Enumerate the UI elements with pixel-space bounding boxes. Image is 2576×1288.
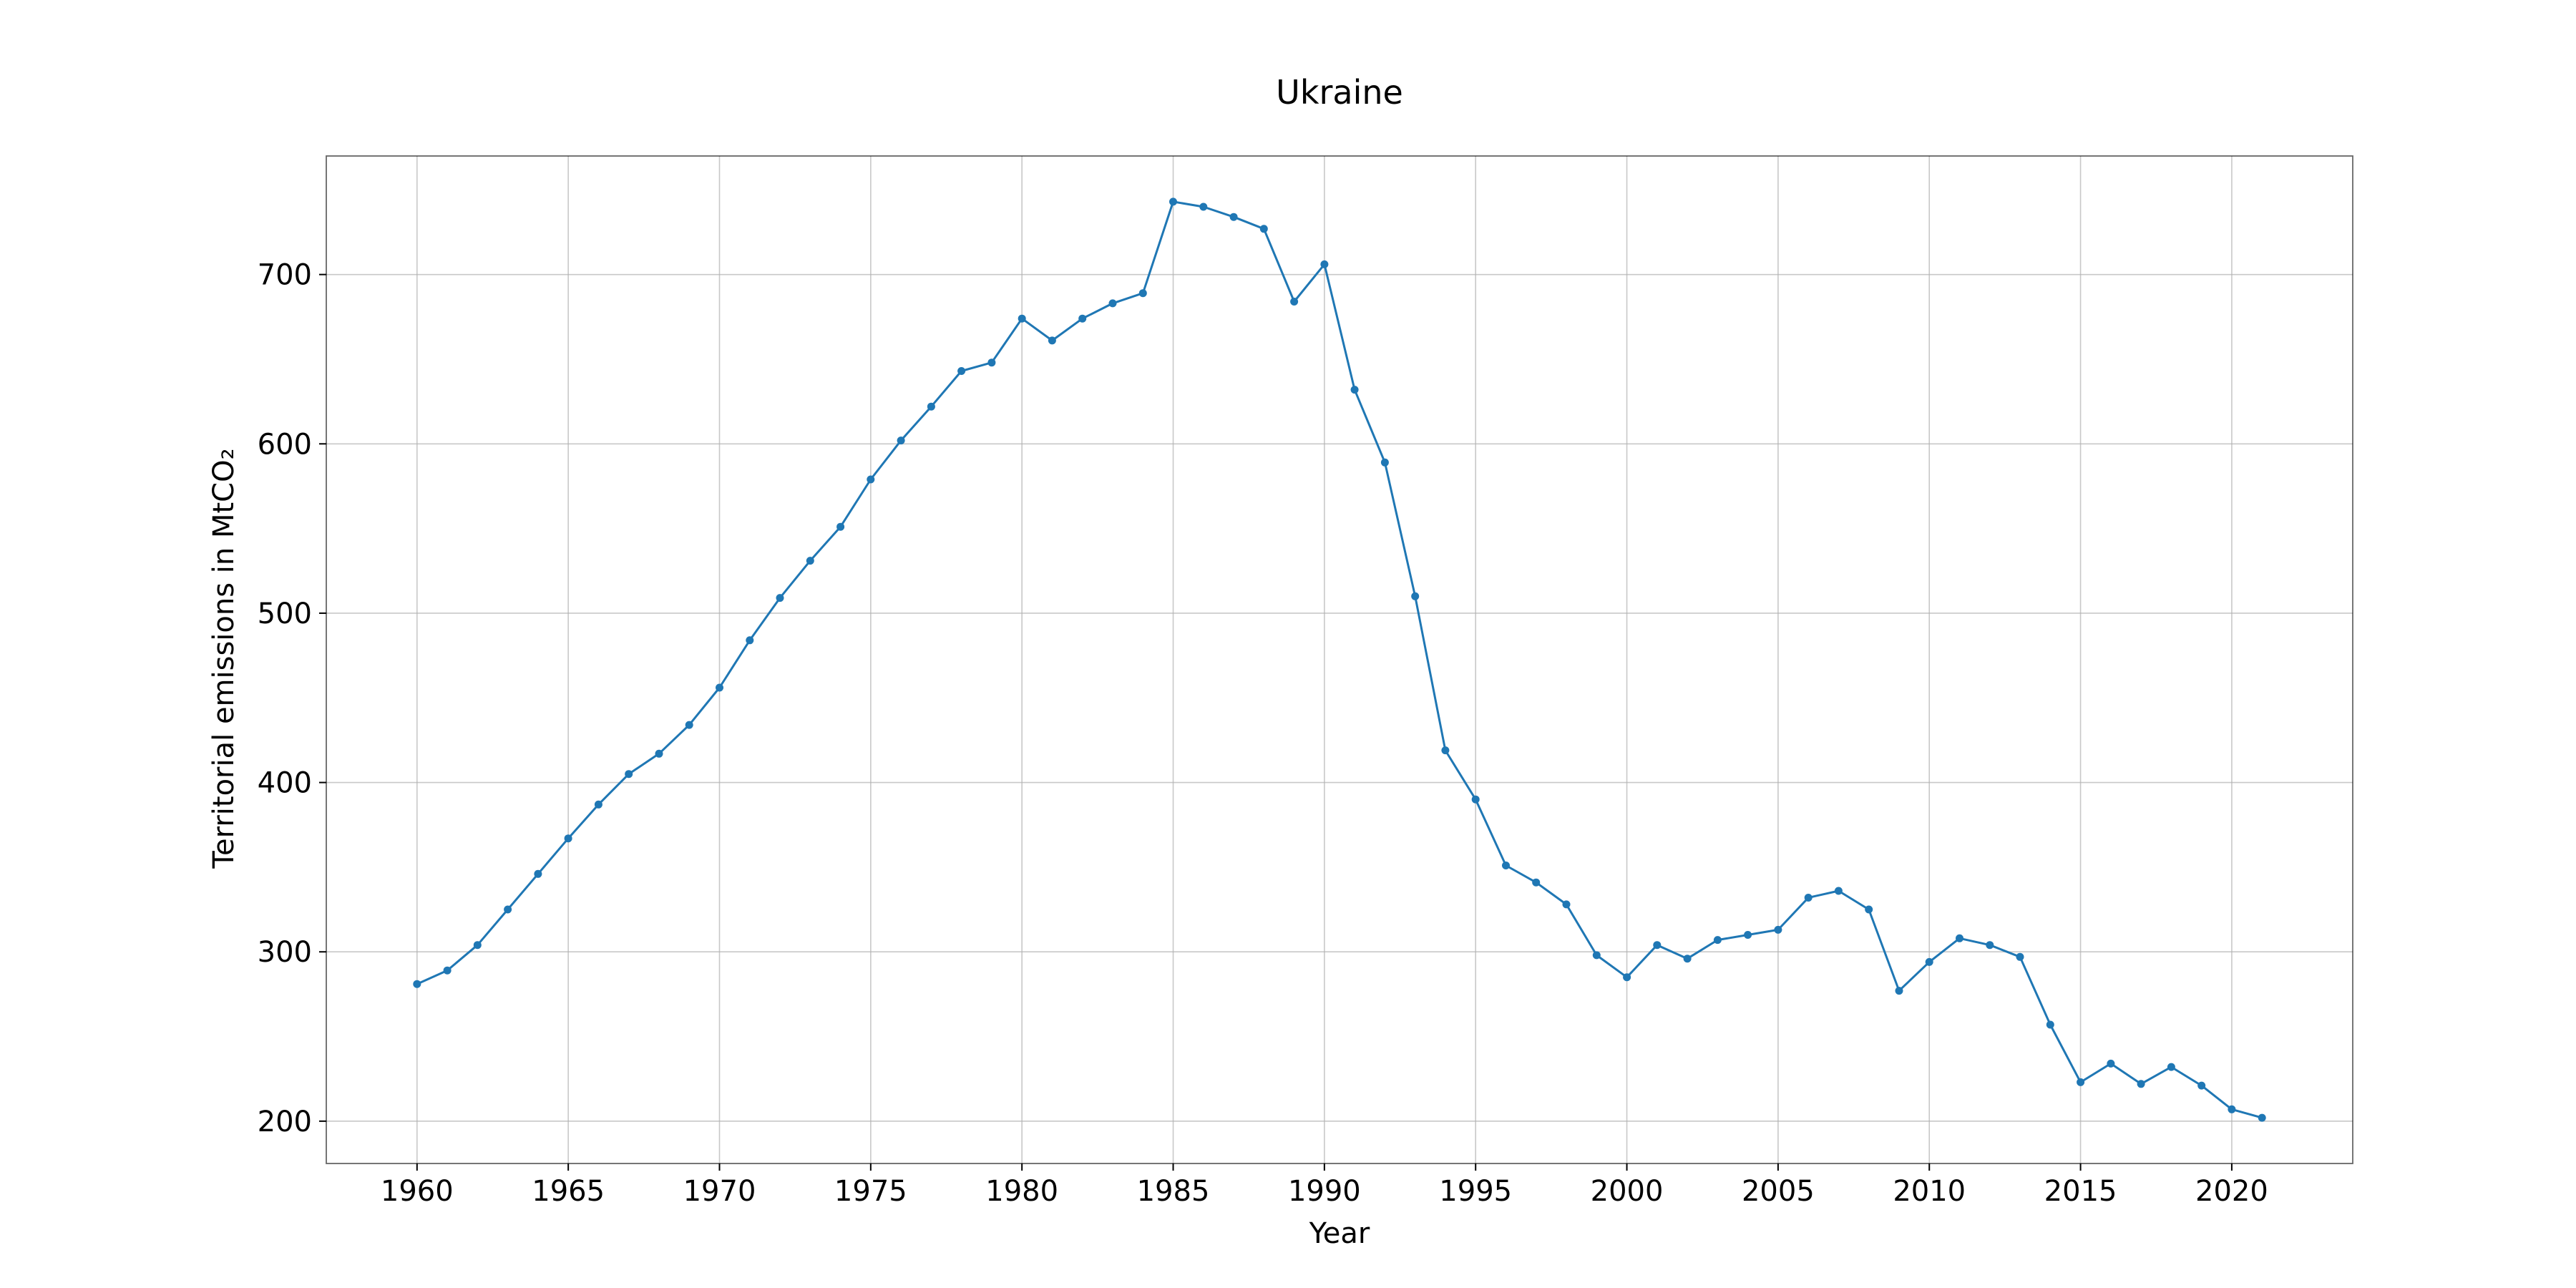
data-point <box>806 557 814 565</box>
data-point <box>1804 894 1813 902</box>
data-point <box>594 800 602 809</box>
data-points <box>413 197 2266 1122</box>
data-point <box>1108 299 1117 308</box>
data-point <box>2046 1020 2054 1029</box>
x-tick-label: 1980 <box>985 1175 1058 1208</box>
x-tick-label: 2015 <box>2044 1175 2117 1208</box>
data-point <box>1592 951 1601 960</box>
data-point <box>1350 386 1359 394</box>
data-point <box>655 749 663 758</box>
plot-frame <box>326 155 2353 1164</box>
x-tick-label: 1990 <box>1288 1175 1361 1208</box>
data-point <box>1441 746 1450 755</box>
data-point <box>1138 289 1147 298</box>
data-point <box>1411 592 1420 600</box>
data-point <box>1078 314 1087 323</box>
data-point <box>1018 314 1026 323</box>
data-point <box>1986 941 1994 950</box>
data-point <box>2258 1113 2266 1122</box>
x-axis-label: Year <box>1309 1217 1370 1250</box>
data-point <box>1229 213 1238 221</box>
data-point <box>534 869 542 878</box>
data-point <box>1713 936 1722 945</box>
data-point <box>1774 925 1782 934</box>
data-point <box>1290 298 1299 306</box>
x-tick-label: 2020 <box>2195 1175 2268 1208</box>
x-tick-label: 1965 <box>532 1175 605 1208</box>
emissions-line <box>416 200 2263 1119</box>
data-point <box>2137 1080 2145 1088</box>
x-tick-label: 2010 <box>1893 1175 1966 1208</box>
x-tick-label: 1960 <box>381 1175 454 1208</box>
data-point <box>1199 203 1208 211</box>
data-point <box>867 475 875 484</box>
data-point <box>685 721 693 729</box>
y-axis-ticks: 200 300 400 500 600 700 <box>258 259 326 1138</box>
x-tick-label: 2005 <box>1742 1175 1815 1208</box>
y-tick-label: 700 <box>258 259 312 292</box>
data-point <box>2197 1081 2206 1090</box>
x-tick-label: 1970 <box>683 1175 756 1208</box>
y-tick-label: 500 <box>258 597 312 630</box>
y-tick-label: 300 <box>258 936 312 969</box>
data-point <box>1471 795 1480 804</box>
x-tick-label: 1995 <box>1439 1175 1512 1208</box>
data-point <box>1956 934 1963 942</box>
data-point <box>473 941 482 950</box>
data-point <box>716 683 723 692</box>
data-point <box>1259 225 1268 233</box>
data-point <box>776 594 784 602</box>
data-point <box>1925 957 1933 966</box>
data-point <box>1834 887 1843 895</box>
y-axis-label: Territorial emissions in MtCO₂ <box>208 448 240 869</box>
data-point <box>2228 1105 2236 1113</box>
data-point <box>1895 987 1903 995</box>
data-point <box>1320 260 1329 268</box>
data-point <box>1744 931 1752 939</box>
x-tick-label: 1975 <box>834 1175 907 1208</box>
data-point <box>1623 973 1631 982</box>
data-point <box>504 905 512 914</box>
y-tick-label: 200 <box>258 1106 312 1138</box>
data-point <box>836 522 845 531</box>
x-axis-ticks: 1960 1965 1970 1975 1980 1985 1990 1995 2000 2005… <box>381 1163 2268 1208</box>
data-point <box>987 358 996 367</box>
data-point <box>1562 900 1571 909</box>
data-point <box>1865 905 1873 914</box>
chart-title: Ukraine <box>1276 73 1403 112</box>
data-point <box>927 402 935 411</box>
data-point <box>1169 197 1177 206</box>
y-tick-label: 400 <box>258 767 312 800</box>
data-point <box>1653 941 1662 950</box>
data-point <box>1380 458 1389 467</box>
data-point <box>443 966 452 975</box>
data-point <box>564 834 572 843</box>
data-point <box>2167 1063 2175 1071</box>
data-point <box>413 980 421 988</box>
data-point <box>625 770 633 779</box>
data-point <box>2077 1078 2085 1086</box>
x-tick-label: 2000 <box>1591 1175 1664 1208</box>
data-point <box>746 636 754 645</box>
x-tick-label: 1985 <box>1137 1175 1210 1208</box>
data-point <box>957 367 966 375</box>
data-point <box>1532 878 1541 887</box>
y-tick-label: 600 <box>258 428 312 461</box>
grid <box>326 156 2353 1163</box>
data-point <box>1683 955 1692 963</box>
data-point <box>1502 862 1510 869</box>
data-point <box>2016 952 2024 961</box>
data-point <box>1048 336 1056 345</box>
data-point <box>2107 1059 2115 1068</box>
data-point <box>897 436 905 445</box>
